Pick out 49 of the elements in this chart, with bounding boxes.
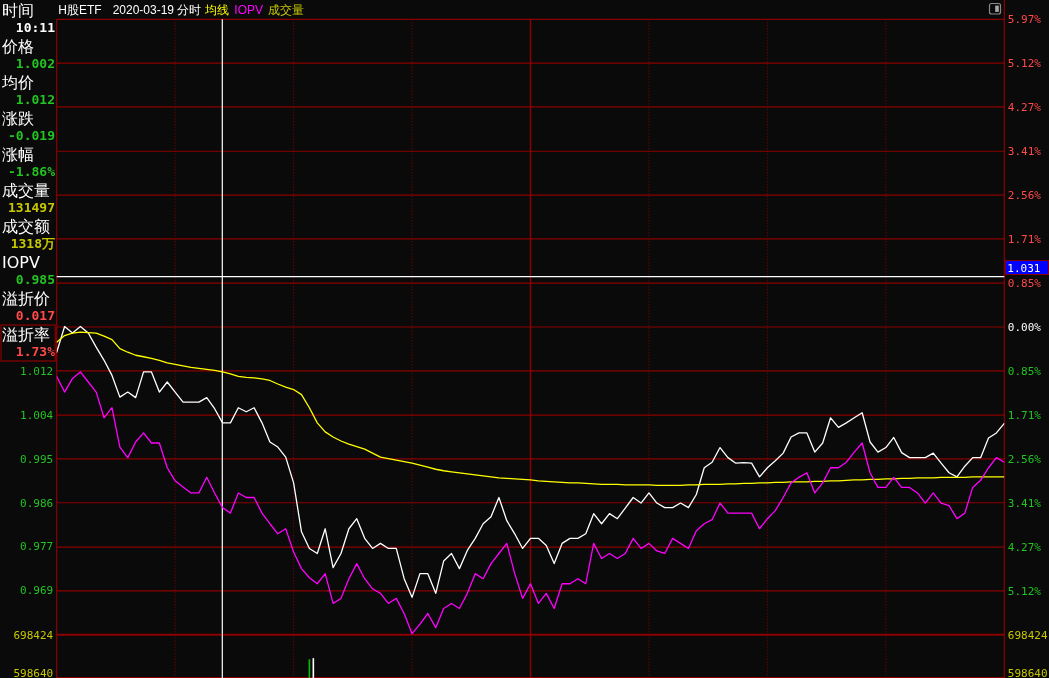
text: 0.985 (15, 272, 55, 287)
y-tick-label: 0.969 (20, 584, 54, 598)
y-tick-label: 698424 (13, 628, 54, 642)
text: 溢折价 (2, 289, 50, 308)
text: 涨幅 (2, 145, 34, 164)
chart-title: H股ETF (58, 3, 102, 17)
text: 价格 (1, 37, 34, 56)
y-tick-label: 0.986 (20, 496, 54, 510)
y-tick-label: 1.004 (20, 408, 54, 422)
text: -0.019 (8, 128, 55, 143)
y2-tick-label: 2.56% (1007, 189, 1042, 203)
y2-tick-label: 3.41% (1007, 145, 1042, 159)
y2-tick-label: 5.12% (1007, 584, 1042, 598)
text: 溢折率 (2, 325, 50, 344)
text: 131497 (8, 200, 55, 215)
y2-tick-label: 1.71% (1007, 409, 1042, 423)
text: IOPV (234, 3, 264, 17)
text: IOPV (2, 253, 40, 272)
text: 涨跌 (2, 109, 34, 128)
y-tick-label: 598640 (13, 666, 54, 678)
text: 时间 (2, 1, 34, 20)
text: 均价 (1, 73, 34, 92)
text: 1.73% (15, 344, 56, 359)
text: 0.017 (15, 308, 55, 323)
ref-line-label: 1.031 (1007, 261, 1041, 275)
text: 1.002 (15, 56, 55, 71)
y-tick-label: 1.012 (20, 364, 54, 378)
y2-tick-label: 698424 (1007, 628, 1048, 642)
y2-tick-label: 2.56% (1007, 452, 1042, 466)
y2-tick-label: 4.27% (1007, 100, 1042, 114)
chart-subtitle: 2020-03-19 分时 (112, 3, 202, 17)
text: 成交额 (2, 217, 50, 236)
y2-tick-label: 5.97% (1007, 13, 1042, 27)
y-tick-label: 0.977 (20, 540, 54, 554)
y2-tick-label: 4.27% (1007, 541, 1042, 555)
y-tick-label: 0.995 (20, 452, 54, 466)
text: 10:11 (15, 20, 56, 35)
text: 1318万 (10, 236, 55, 251)
y2-tick-label: 5.12% (1007, 57, 1042, 71)
y2-tick-label: 598640 (1007, 666, 1048, 678)
y2-tick-label: 3.41% (1007, 496, 1042, 510)
text: -1.86% (8, 164, 56, 179)
y2-tick-label: 1.71% (1007, 232, 1042, 246)
text: 均线 (204, 3, 230, 17)
y2-tick-label: 0.85% (1007, 277, 1042, 291)
y2-tick-label: 0.85% (1007, 364, 1042, 378)
text: 成交量 (268, 3, 305, 17)
y2-tick-label: 0.00% (1007, 321, 1042, 334)
text: 成交量 (2, 181, 50, 200)
